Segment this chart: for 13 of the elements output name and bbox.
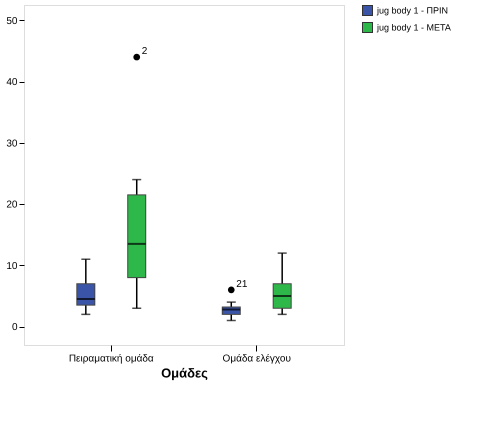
y-tick-label: 0	[12, 322, 18, 334]
annotation: 2	[142, 46, 148, 58]
x-axis-title: Ομάδες	[161, 366, 208, 380]
x-tick-label: Ομάδα ελέγχου	[222, 354, 291, 364]
x-tick-label: Πειραματική ομάδα	[68, 354, 154, 364]
y-tick-label: 50	[6, 16, 18, 27]
y-tick-label: 40	[6, 77, 18, 88]
annotation: 21	[236, 278, 248, 290]
y-tick-label: 30	[6, 138, 18, 150]
y-tick-label: 10	[6, 260, 18, 272]
legend-label: jug body 1 - ΠΡΙΝ	[376, 6, 448, 16]
y-tick-label: 20	[6, 200, 18, 211]
legend-label: jug body 1 - ΜΕΤΑ	[376, 22, 451, 32]
